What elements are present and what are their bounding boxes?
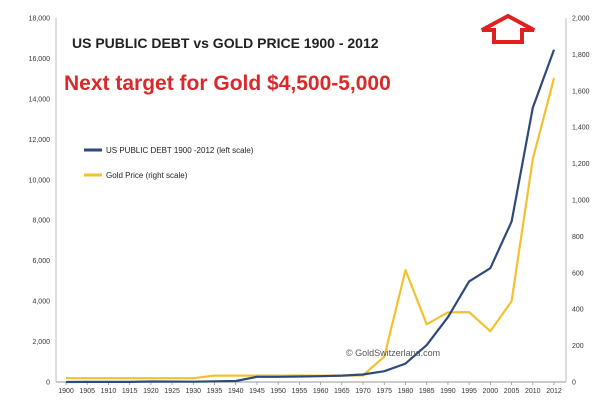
x-tick-label: 1995 xyxy=(461,388,477,395)
plot-area xyxy=(56,18,566,382)
left-tick-label: 8,000 xyxy=(32,218,50,225)
x-tick-label: 1975 xyxy=(376,388,392,395)
legend-label-debt: US PUBLIC DEBT 1900 -2012 (left scale) xyxy=(106,146,254,155)
x-tick-label: 1980 xyxy=(398,388,414,395)
headline: Next target for Gold $4,500-5,000 xyxy=(64,72,391,95)
x-tick-label: 1960 xyxy=(313,388,329,395)
series-layer xyxy=(65,49,556,384)
left-axis-ticks: 0 2,000 4,000 6,000 8,000 10,000 12,000 14,000 1… xyxy=(29,16,51,387)
legend: US PUBLIC DEBT 1900 -2012 (left scale) G… xyxy=(84,146,254,180)
x-tick-label: 2005 xyxy=(504,388,520,395)
left-tick-label: 18,000 xyxy=(29,16,51,23)
left-tick-label: 12,000 xyxy=(29,137,51,144)
x-tick-label: 1970 xyxy=(355,388,371,395)
x-tick-label: 1910 xyxy=(101,388,117,395)
x-tick-label: 1965 xyxy=(334,388,350,395)
x-tick-label: 1935 xyxy=(207,388,223,395)
x-tick-label: 1900 xyxy=(58,388,74,395)
series-line-debt xyxy=(65,49,556,384)
right-tick-label: 200 xyxy=(572,343,584,350)
right-axis-ticks: 0 200 400 600 800 1,000 1,200 1,400 1,600 1,800 2,… xyxy=(572,16,590,387)
left-tick-label: 14,000 xyxy=(29,96,51,103)
left-tick-label: 6,000 xyxy=(32,258,50,265)
up-arrow-icon xyxy=(481,13,535,44)
right-tick-label: 400 xyxy=(572,307,584,314)
x-tick-label: 2010 xyxy=(525,388,541,395)
left-tick-label: 2,000 xyxy=(32,339,50,346)
right-tick-label: 800 xyxy=(572,234,584,241)
x-tick-label: 1940 xyxy=(228,388,244,395)
right-tick-label: 1,600 xyxy=(572,88,590,95)
watermark: © GoldSwitzerland.com xyxy=(346,348,440,358)
right-tick-label: 1,800 xyxy=(572,52,590,59)
x-tick-label: 2000 xyxy=(483,388,499,395)
x-tick-label: 1985 xyxy=(419,388,435,395)
right-tick-label: 1,400 xyxy=(572,125,590,132)
right-tick-label: 1,000 xyxy=(572,198,590,205)
x-tick-label: 1990 xyxy=(440,388,456,395)
x-tick-label: 1920 xyxy=(143,388,159,395)
x-tick-label: 1925 xyxy=(164,388,180,395)
x-tick-label: 1945 xyxy=(249,388,265,395)
right-tick-label: 1,200 xyxy=(572,161,590,168)
right-tick-label: 0 xyxy=(572,380,576,387)
x-tick-label: 1930 xyxy=(186,388,202,395)
left-tick-label: 10,000 xyxy=(29,177,51,184)
right-tick-label: 2,000 xyxy=(572,16,590,23)
left-tick-label: 0 xyxy=(46,380,50,387)
x-tick-label: 1950 xyxy=(270,388,286,395)
right-tick-label: 600 xyxy=(572,270,584,277)
x-tick-label: 1915 xyxy=(122,388,138,395)
left-tick-label: 16,000 xyxy=(29,56,51,63)
x-tick-label: 1955 xyxy=(292,388,308,395)
x-tick-label: 1905 xyxy=(79,388,95,395)
legend-label-gold: Gold Price (right scale) xyxy=(106,171,188,180)
chart-title: US PUBLIC DEBT vs GOLD PRICE 1900 - 2012 xyxy=(72,35,379,51)
x-tick-label: 2012 xyxy=(546,388,562,395)
x-axis-ticks: 1900 1905 1910 1915 1920 1925 1930 1935 1940 1945… xyxy=(58,382,562,395)
left-tick-label: 4,000 xyxy=(32,299,50,306)
